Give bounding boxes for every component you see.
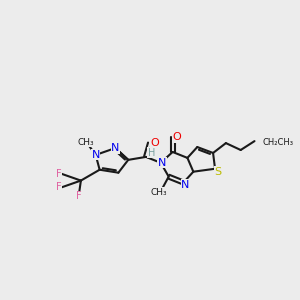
Text: CH₃: CH₃ (151, 188, 167, 197)
Text: S: S (214, 167, 222, 177)
Text: F: F (76, 191, 82, 201)
Text: CH₃: CH₃ (77, 138, 94, 147)
Text: O: O (172, 132, 181, 142)
Text: O: O (151, 138, 159, 148)
Text: N: N (92, 150, 100, 160)
Text: N: N (111, 143, 120, 153)
Text: N: N (181, 179, 190, 190)
Text: F: F (56, 182, 62, 193)
Text: N: N (158, 158, 166, 168)
Text: F: F (56, 169, 62, 179)
Text: CH₂CH₃: CH₂CH₃ (262, 138, 293, 147)
Text: H: H (148, 148, 155, 158)
